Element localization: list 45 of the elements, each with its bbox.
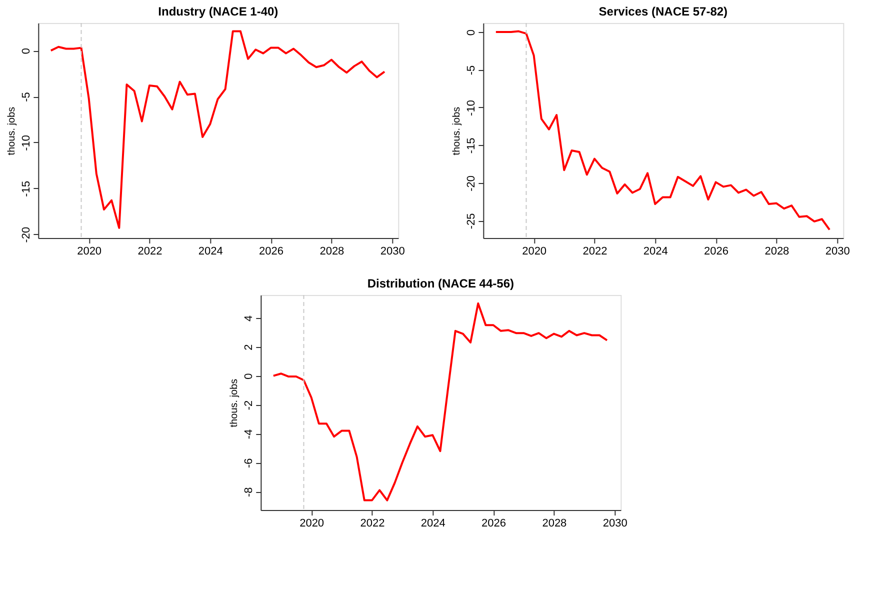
x-tick-label: 2024: [420, 518, 446, 530]
x-tick-label: 2022: [582, 246, 608, 258]
x-tick-label: 2026: [482, 518, 506, 530]
y-tick-label: -25: [466, 213, 478, 230]
y-tick-label: -5: [466, 65, 478, 76]
y-axis-title: thous. jobs: [452, 106, 463, 156]
line-series: [50, 30, 386, 229]
x-tick-label: 2030: [825, 246, 850, 258]
y-tick-label: -8: [243, 487, 256, 498]
y-tick-label: -5: [20, 92, 33, 102]
x-tick-label: 2024: [198, 246, 223, 258]
x-tick-label: 2022: [138, 246, 162, 258]
y-tick-label: 0: [243, 373, 256, 380]
y-tick-label: -10: [20, 134, 33, 151]
y-tick-label: 4: [243, 315, 256, 322]
chart-title: Services (NACE 57-82): [598, 4, 728, 18]
x-tick-label: 2026: [704, 246, 729, 258]
x-tick-label: 2020: [522, 246, 547, 258]
x-tick-label: 2028: [542, 518, 567, 530]
chart-title: Industry (NACE 1-40): [158, 4, 278, 18]
x-tick-label: 2030: [380, 246, 405, 258]
x-tick-label: 2026: [259, 246, 284, 258]
y-tick-label: -15: [466, 138, 478, 154]
y-axis-title: thous. jobs: [6, 106, 18, 156]
y-tick-label: -15: [20, 180, 33, 197]
y-tick-label: -10: [466, 100, 478, 116]
chart-title: Distribution (NACE 44-56): [367, 276, 514, 290]
x-tick-label: 2030: [602, 518, 628, 530]
line-series: [494, 30, 831, 231]
y-tick-label: 0: [20, 48, 33, 54]
y-tick-label: 2: [243, 344, 256, 350]
y-tick-label: -20: [20, 226, 33, 243]
x-tick-label: 2020: [77, 246, 102, 258]
x-tick-label: 2024: [643, 246, 668, 258]
y-tick-label: -20: [466, 175, 478, 192]
x-tick-label: 2028: [320, 246, 344, 258]
y-tick-label: -6: [243, 458, 256, 468]
y-tick-label: 0: [466, 29, 478, 36]
y-axis-title: thous. jobs: [229, 378, 240, 428]
line-series: [272, 302, 608, 502]
x-tick-label: 2028: [764, 246, 790, 258]
x-tick-label: 2020: [300, 518, 324, 530]
y-tick-label: -2: [243, 400, 256, 410]
y-tick-label: -4: [243, 429, 256, 440]
x-tick-label: 2022: [360, 518, 385, 530]
